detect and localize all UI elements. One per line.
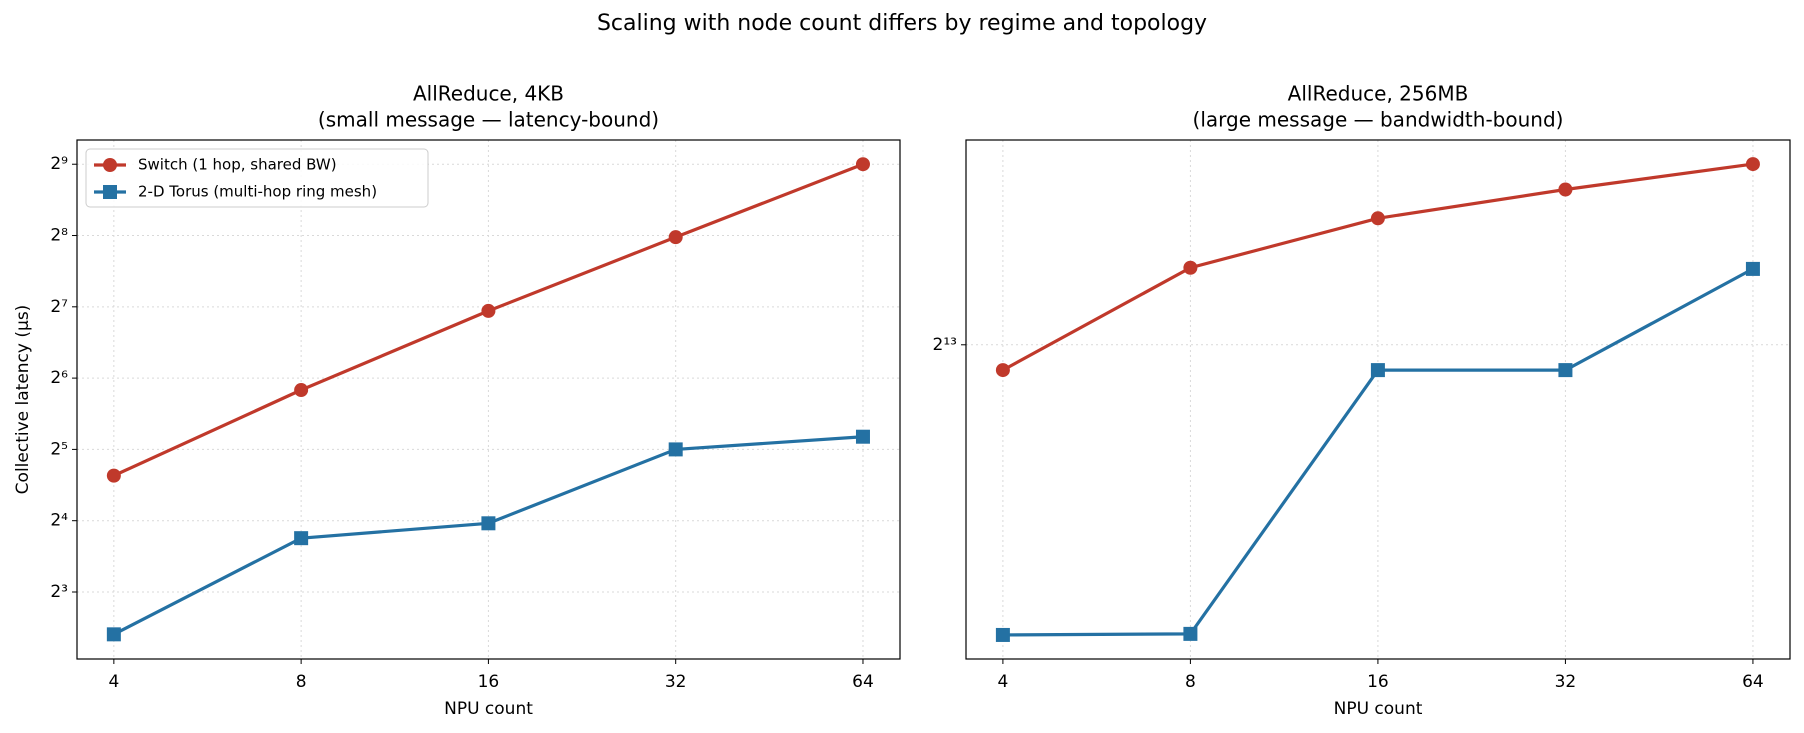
data-point — [1183, 260, 1198, 275]
data-point — [995, 363, 1010, 378]
y-tick-label: 2⁸ — [50, 226, 68, 246]
x-axis-label: NPU count — [1334, 699, 1423, 719]
y-axis-label: Collective latency (µs) — [13, 305, 33, 495]
data-point — [294, 531, 309, 546]
data-point — [855, 429, 870, 444]
y-tick-label: 2⁶ — [50, 368, 68, 388]
data-point — [1745, 261, 1760, 276]
data-point — [106, 627, 121, 642]
subplot-title: AllReduce, 256MB — [1288, 82, 1469, 106]
legend-marker — [103, 185, 117, 199]
data-point — [106, 468, 121, 483]
x-tick-label: 64 — [1742, 672, 1764, 692]
y-tick-label: 2³ — [50, 582, 68, 602]
subplot-subtitle: (small message — latency-bound) — [318, 108, 659, 132]
data-point — [855, 157, 870, 172]
data-point — [1745, 157, 1760, 172]
y-tick-label: 2⁹ — [50, 154, 68, 174]
figure-title: Scaling with node count differs by regim… — [597, 11, 1207, 36]
y-tick-label: 2⁷ — [50, 297, 68, 317]
x-tick-label: 32 — [1555, 672, 1577, 692]
x-tick-label: 16 — [1367, 672, 1389, 692]
subplot-subtitle: (large message — bandwidth-bound) — [1193, 108, 1564, 132]
y-tick-label: 2¹³ — [933, 335, 957, 355]
data-point — [1558, 182, 1573, 197]
x-axis-label: NPU count — [444, 699, 533, 719]
plot-frame — [965, 139, 1791, 660]
legend-label: 2-D Torus (multi-hop ring mesh) — [138, 183, 377, 201]
x-tick-label: 32 — [665, 672, 687, 692]
data-point — [1183, 626, 1198, 641]
data-point — [1370, 211, 1385, 226]
x-tick-label: 8 — [296, 672, 307, 692]
legend-marker — [103, 158, 117, 172]
x-tick-label: 8 — [1185, 672, 1196, 692]
data-point — [995, 627, 1010, 642]
data-point — [668, 230, 683, 245]
x-tick-label: 64 — [852, 672, 874, 692]
data-point — [481, 303, 496, 318]
legend-box — [85, 148, 429, 208]
x-tick-label: 4 — [108, 672, 119, 692]
x-tick-label: 16 — [478, 672, 500, 692]
series-line — [1002, 162, 1754, 372]
y-tick-label: 2⁵ — [50, 439, 68, 459]
legend-label: Switch (1 hop, shared BW) — [138, 156, 337, 174]
data-point — [481, 516, 496, 531]
x-tick-label: 4 — [997, 672, 1008, 692]
data-point — [294, 383, 309, 398]
data-point — [668, 442, 683, 457]
data-point — [1370, 363, 1385, 378]
plot-frame — [76, 139, 901, 660]
y-tick-label: 2⁴ — [50, 511, 68, 531]
data-point — [1558, 363, 1573, 378]
subplot-title: AllReduce, 4KB — [413, 82, 564, 106]
